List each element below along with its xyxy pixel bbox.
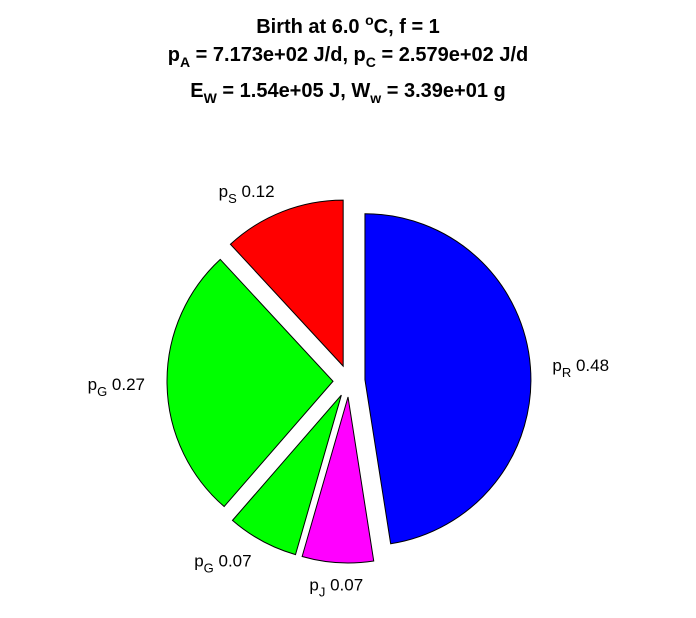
pie-slice-pG [231,394,342,556]
pie-slice-label: pR 0.48 [552,356,609,380]
pie-slice-label: pG 0.07 [194,551,251,575]
pie-slice-label: pS 0.12 [219,182,275,206]
pie-slice-pG [166,258,334,508]
chart-title-line: pA = 7.173e+02 J/d, pC = 2.579e+02 J/d [167,44,529,70]
chart-title-line: Birth at 6.0 oC, f = 1 [256,12,440,38]
chart-title-line: EW = 1.54e+05 J, Ww = 3.39e+01 g [190,80,506,106]
pie-slice-pS [229,199,344,368]
pie-slice-pJ [301,396,375,564]
pie-slice-pR [364,213,532,545]
pie-slice-label: pG 0.27 [88,375,145,399]
pie-slice-label: pJ 0.07 [309,576,363,600]
